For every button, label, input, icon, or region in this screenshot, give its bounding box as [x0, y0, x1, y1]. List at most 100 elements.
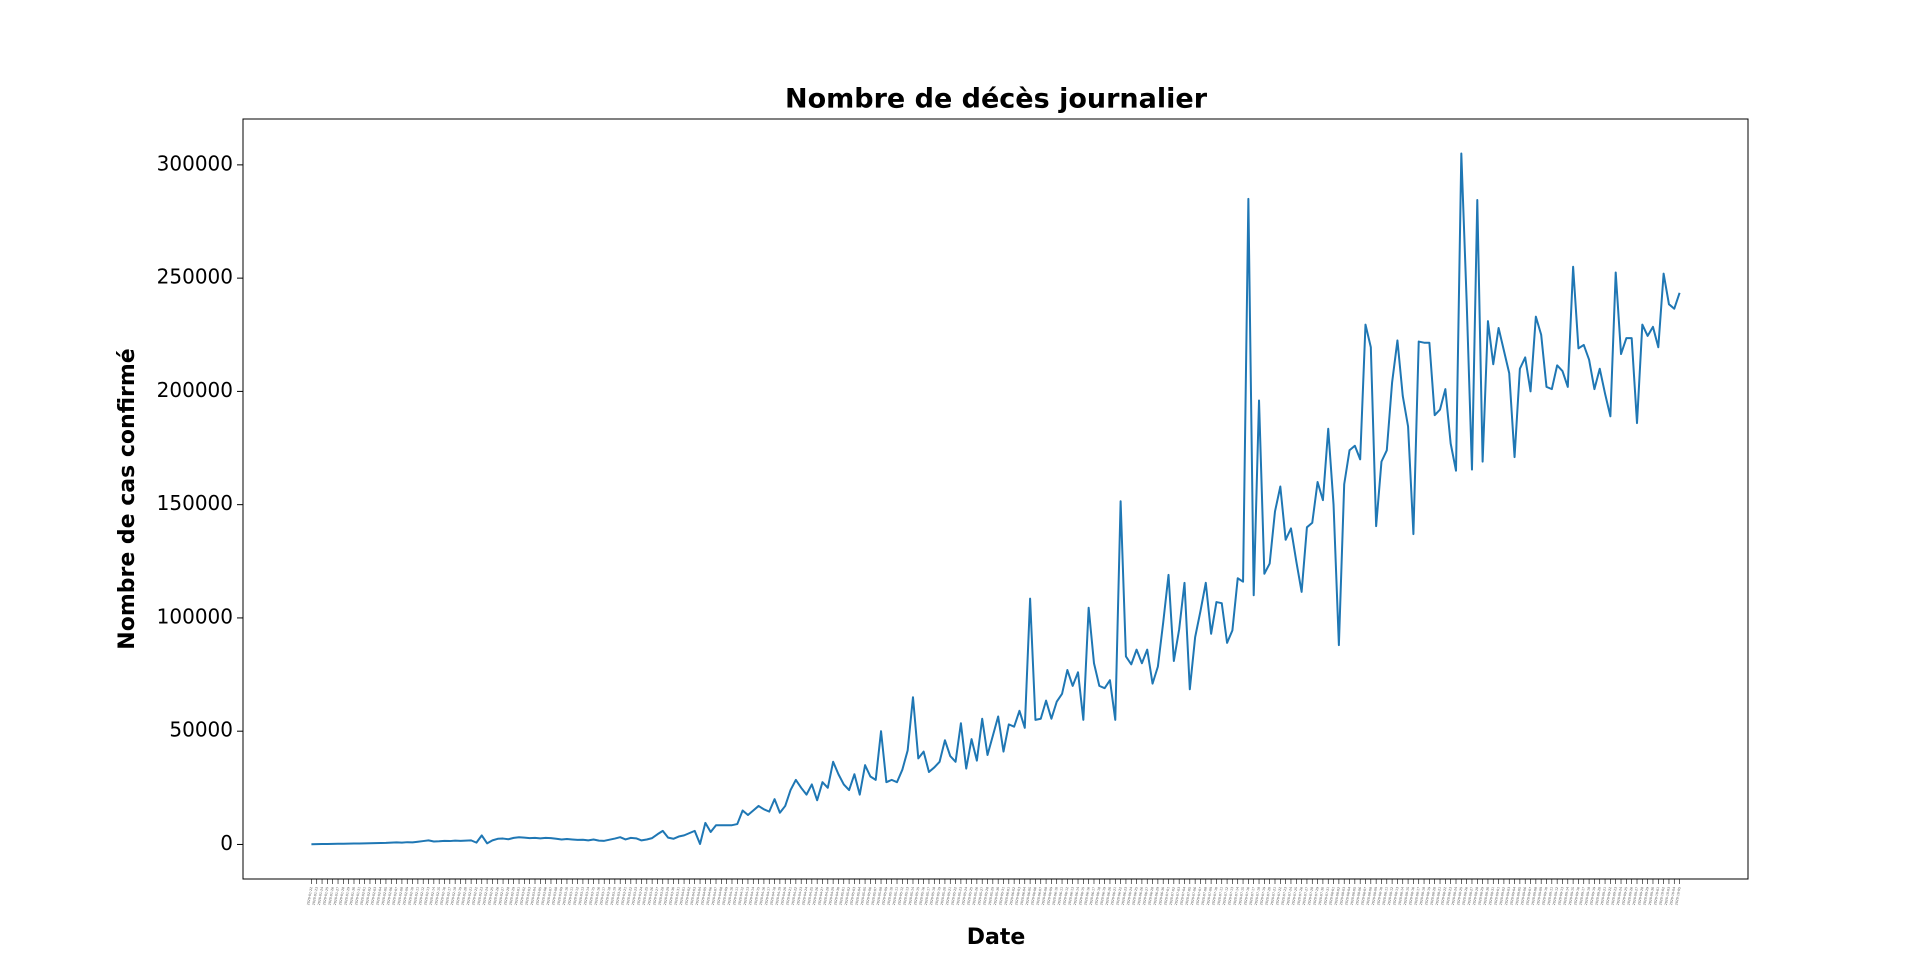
x-tick-label: 2020-09-22 — [1605, 887, 1612, 906]
x-tick-label: 2020-05-10 — [887, 887, 894, 906]
x-tick-label: 2020-05-24 — [961, 887, 968, 906]
x-tick-label: 2020-04-29 — [828, 887, 835, 906]
x-tick-label: 2020-03-15 — [588, 887, 595, 906]
x-tick-label: 2020-10-02 — [1658, 887, 1665, 906]
x-tick-label: 2020-04-07 — [711, 887, 718, 906]
chart-title: Nombre de décès journalier — [785, 84, 1208, 115]
x-tick-label: 2020-06-12 — [1062, 887, 1069, 906]
x-tick-label: 2020-06-22 — [1115, 887, 1122, 906]
x-tick-label: 2020-02-05 — [381, 887, 388, 906]
x-tick-label: 2020-06-03 — [1014, 887, 1021, 906]
x-tick-label: 2020-05-30 — [993, 887, 1000, 906]
x-tick-label: 2020-09-05 — [1515, 887, 1522, 906]
x-tick-label: 2020-07-06 — [1190, 887, 1197, 906]
x-tick-label: 2020-07-22 — [1275, 887, 1282, 906]
x-tick-label: 2020-05-20 — [940, 887, 947, 906]
x-tick-label: 2020-04-14 — [748, 887, 755, 906]
x-tick-label: 2020-02-07 — [391, 887, 398, 906]
x-tick-label: 2020-07-19 — [1259, 887, 1266, 906]
x-tick-label: 2020-01-23 — [312, 887, 319, 906]
y-tick-label: 250000 — [157, 265, 233, 289]
x-tick-label: 2020-03-23 — [631, 887, 638, 906]
x-tick-label: 2020-02-13 — [423, 887, 430, 906]
x-tick-label: 2020-08-23 — [1445, 887, 1452, 906]
x-tick-label: 2020-08-02 — [1334, 887, 1341, 906]
x-tick-label: 2020-05-01 — [839, 887, 846, 906]
x-tick-label: 2020-08-31 — [1488, 887, 1495, 906]
x-tick-label: 2020-02-04 — [375, 887, 382, 906]
x-tick-label: 2020-02-22 — [471, 887, 478, 906]
x-tick-label: 2020-02-17 — [445, 887, 452, 906]
x-tick-label: 2020-06-11 — [1057, 887, 1064, 906]
x-tick-label: 2020-02-11 — [413, 887, 420, 906]
x-tick-label: 2020-08-04 — [1344, 887, 1351, 906]
x-tick-label: 2020-05-02 — [844, 887, 851, 906]
x-tick-label: 2020-05-17 — [924, 887, 931, 906]
x-tick-label: 2020-09-20 — [1595, 887, 1602, 906]
x-tick-label: 2020-04-03 — [690, 887, 697, 906]
x-tick-label: 2020-05-28 — [982, 887, 989, 906]
x-tick-label: 2020-01-27 — [333, 887, 340, 906]
x-tick-label: 2020-08-29 — [1477, 887, 1484, 906]
x-tick-label: 2020-06-16 — [1083, 887, 1090, 906]
x-tick-label: 2020-08-19 — [1424, 887, 1431, 906]
x-tick-label: 2020-08-07 — [1360, 887, 1367, 906]
x-tick-label: 2020-07-14 — [1233, 887, 1240, 906]
x-tick-label: 2020-08-08 — [1366, 887, 1373, 906]
x-tick-label: 2020-05-22 — [950, 887, 957, 906]
x-tick-label: 2020-03-17 — [599, 887, 606, 906]
x-tick-label: 2020-06-09 — [1046, 887, 1053, 906]
x-tick-label: 2020-08-18 — [1419, 887, 1426, 906]
x-tick-label: 2020-03-28 — [658, 887, 665, 906]
x-tick-label: 2020-04-01 — [679, 887, 686, 906]
x-tick-label: 2020-04-15 — [753, 887, 760, 906]
x-tick-label: 2020-05-18 — [929, 887, 936, 906]
x-tick-label: 2020-08-28 — [1472, 887, 1479, 906]
y-tick-label: 300000 — [157, 151, 233, 175]
x-tick-label: 2020-06-15 — [1078, 887, 1085, 906]
x-tick-label: 2020-06-21 — [1110, 887, 1117, 906]
x-tick-label: 2020-01-25 — [322, 887, 329, 906]
x-tick-label: 2020-06-24 — [1126, 887, 1133, 906]
x-tick-label: 2020-07-07 — [1195, 887, 1202, 906]
x-tick-label: 2020-05-04 — [855, 887, 862, 906]
x-tick-label: 2020-07-05 — [1185, 887, 1192, 906]
x-tick-label: 2020-05-25 — [966, 887, 973, 906]
x-tick-label: 2020-08-24 — [1451, 887, 1458, 906]
x-tick-label: 2020-09-29 — [1642, 887, 1649, 906]
x-tick-label: 2020-04-26 — [812, 887, 819, 906]
x-tick-label: 2020-09-13 — [1557, 887, 1564, 906]
x-tick-label: 2020-09-11 — [1547, 887, 1554, 906]
x-tick-label: 2020-06-30 — [1158, 887, 1165, 906]
x-tick-label: 2020-06-02 — [1009, 887, 1016, 906]
x-tick-label: 2020-02-02 — [365, 887, 372, 906]
plot-frame — [242, 118, 1749, 880]
x-tick-label: 2020-04-18 — [769, 887, 776, 906]
x-tick-label: 2020-08-30 — [1483, 887, 1490, 906]
y-axis-label: Nombre de cas confirmé — [115, 348, 140, 649]
x-tick-label: 2020-06-27 — [1142, 887, 1149, 906]
x-tick-label: 2020-05-05 — [860, 887, 867, 906]
x-tick-label: 2020-03-01 — [514, 887, 521, 906]
x-tick-label: 2020-09-12 — [1552, 887, 1559, 906]
x-tick-label: 2020-01-24 — [317, 887, 324, 906]
x-tick-label: 2020-02-18 — [450, 887, 457, 906]
x-tick-label: 2020-02-15 — [434, 887, 441, 906]
x-tick-label: 2020-03-27 — [652, 887, 659, 906]
x-tick-label: 2020-08-11 — [1382, 887, 1389, 906]
x-tick-label: 2020-09-26 — [1626, 887, 1633, 906]
x-tick-label: 2020-08-13 — [1392, 887, 1399, 906]
x-tick-label: 2020-09-10 — [1541, 887, 1548, 906]
x-tick-label: 2020-05-27 — [977, 887, 984, 906]
x-tick-label: 2020-04-05 — [700, 887, 707, 906]
x-tick-label: 2020-07-04 — [1179, 887, 1186, 906]
x-tick-label: 2020-07-25 — [1291, 887, 1298, 906]
y-tick-label: 50000 — [169, 718, 233, 742]
x-tick-label: 2020-04-10 — [727, 887, 734, 906]
x-tick-label: 2020-03-19 — [610, 887, 617, 906]
x-tick-label: 2020-07-09 — [1206, 887, 1213, 906]
x-tick-label: 2020-04-09 — [721, 887, 728, 906]
x-tick-label: 2020-02-27 — [498, 887, 505, 906]
x-tick-label: 2020-01-31 — [354, 887, 361, 906]
